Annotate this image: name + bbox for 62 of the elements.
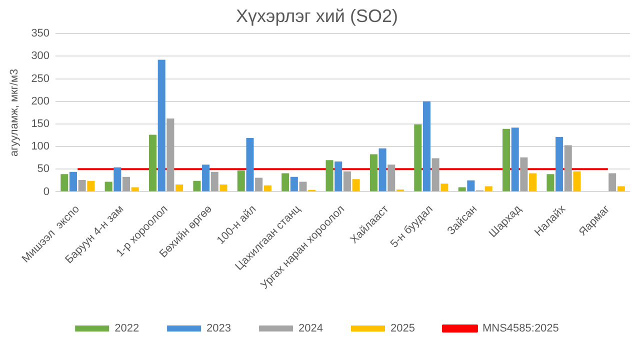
y-tick-label: 150: [31, 118, 50, 130]
bar: [290, 176, 298, 192]
bar: [334, 161, 342, 192]
chart-title: Хүхэрлэг хий (SO2): [236, 6, 398, 26]
bar: [131, 187, 139, 192]
legend-label: 2023: [206, 322, 232, 335]
bar: [282, 173, 290, 192]
bar: [104, 182, 112, 192]
bar: [556, 137, 564, 192]
y-tick-label: 0: [43, 186, 50, 198]
y-tick-label: 250: [31, 72, 50, 85]
y-tick-label: 50: [37, 163, 50, 176]
bar: [520, 157, 528, 192]
legend-label: 2025: [390, 322, 415, 335]
bar: [166, 118, 174, 192]
bar: [299, 182, 307, 192]
bar: [246, 138, 254, 192]
y-tick-label: 200: [31, 95, 50, 108]
bar: [467, 180, 475, 192]
bar: [264, 185, 272, 192]
bar: [193, 180, 201, 192]
bar: [378, 148, 386, 192]
legend-label: 2024: [298, 322, 324, 335]
bar: [122, 176, 130, 192]
bar: [202, 164, 210, 192]
bar: [149, 134, 157, 192]
bar: [388, 164, 396, 192]
bar: [564, 145, 572, 192]
bar: [414, 124, 422, 192]
bar: [432, 158, 440, 192]
legend-label: MNS4585:2025: [482, 322, 559, 335]
bar: [114, 167, 122, 192]
bar: [176, 184, 184, 192]
bar: [440, 184, 448, 192]
bar: [617, 186, 625, 192]
bar: [529, 173, 537, 192]
bar: [608, 173, 616, 192]
y-tick-label: 350: [31, 28, 50, 40]
bar: [210, 172, 218, 192]
bar: [237, 170, 245, 192]
bar: [546, 174, 554, 192]
bar: [158, 60, 166, 192]
y-axis-title: агууламж, мкг/м3: [8, 68, 21, 156]
bar: [60, 174, 68, 192]
legend-label: 2022: [114, 322, 140, 335]
bar: [220, 184, 228, 192]
bar: [78, 180, 86, 192]
y-tick-label: 100: [31, 140, 50, 153]
bar: [69, 172, 77, 192]
bar: [422, 101, 430, 192]
bar: [87, 180, 95, 192]
bar: [511, 128, 519, 192]
bar: [573, 171, 581, 192]
bar: [502, 128, 510, 192]
bar: [484, 186, 492, 192]
bar: [352, 179, 360, 192]
bar: [370, 154, 378, 192]
bar: [458, 187, 466, 192]
bar: [343, 171, 351, 192]
bar: [326, 160, 334, 192]
y-tick-label: 300: [31, 50, 50, 62]
bar: [255, 178, 263, 192]
